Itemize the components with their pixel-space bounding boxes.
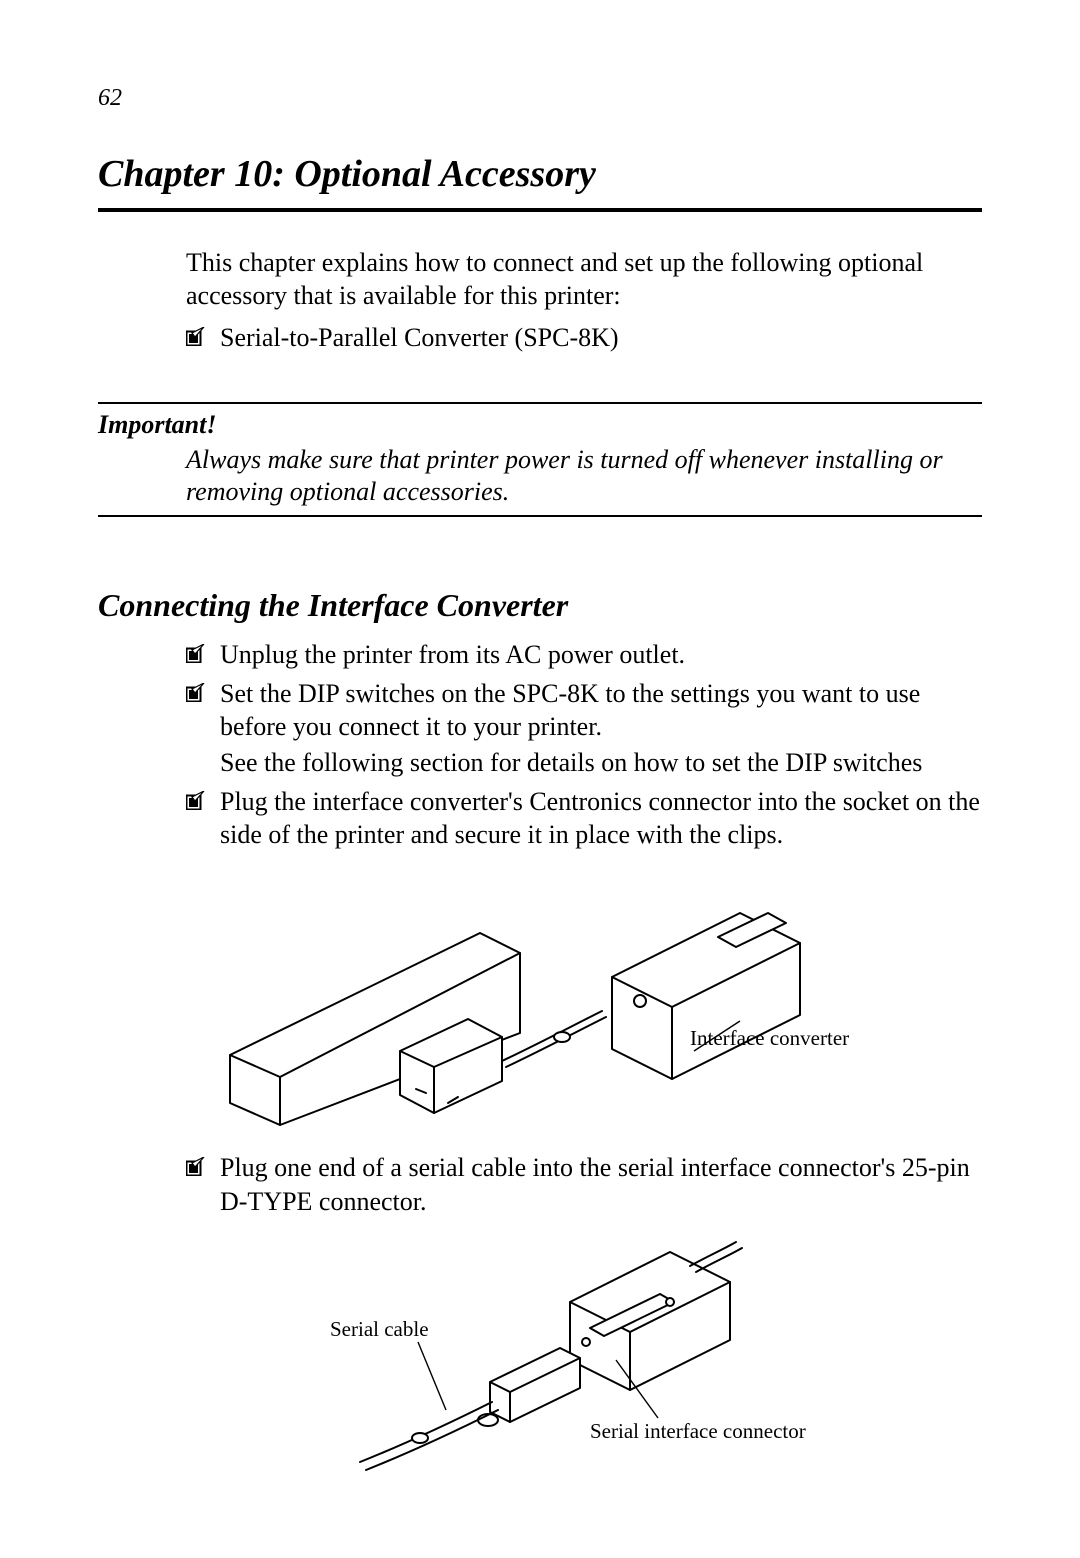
step-text: Plug one end of a serial cable into the … <box>220 1151 982 1218</box>
intro-bullet: Serial-to-Parallel Converter (SPC-8K) <box>186 321 982 354</box>
step-subtext: See the following section for details on… <box>220 746 982 779</box>
checkbox-bullet-icon <box>186 683 208 702</box>
step-text: Unplug the printer from its AC power out… <box>220 638 982 671</box>
intro-bullet-text: Serial-to-Parallel Converter (SPC-8K) <box>220 321 982 354</box>
figure-interface-converter: Interface converter <box>98 865 982 1135</box>
figure2-label-cable: Serial cable <box>330 1317 429 1341</box>
important-label: Important! <box>98 410 982 440</box>
important-callout: Important! Always make sure that printer… <box>98 402 982 517</box>
step-text: Set the DIP switches on the SPC-8K to th… <box>220 677 982 744</box>
intro-paragraph: This chapter explains how to connect and… <box>186 246 982 313</box>
document-page: 62 Chapter 10: Optional Accessory This c… <box>0 0 1080 1558</box>
figure2-label-connector: Serial interface connector <box>590 1419 806 1443</box>
checkbox-bullet-icon <box>186 791 208 810</box>
checkbox-bullet-icon <box>186 327 208 346</box>
chapter-title: Chapter 10: Optional Accessory <box>98 152 982 212</box>
step-item: Unplug the printer from its AC power out… <box>186 638 982 671</box>
step-text: Plug the interface converter's Centronic… <box>220 785 982 852</box>
interface-converter-illustration: Interface converter <box>220 865 860 1135</box>
checkbox-bullet-icon <box>186 644 208 663</box>
important-text: Always make sure that printer power is t… <box>186 444 982 509</box>
step-item: Plug the interface converter's Centronic… <box>186 785 982 852</box>
step-item: Set the DIP switches on the SPC-8K to th… <box>186 677 982 744</box>
steps-list: Unplug the printer from its AC power out… <box>98 638 982 1482</box>
step-item: Plug one end of a serial cable into the … <box>186 1151 982 1218</box>
figure-serial-cable: Serial cable Serial interface connector <box>98 1232 982 1482</box>
figure1-label: Interface converter <box>690 1026 849 1050</box>
serial-cable-illustration: Serial cable Serial interface connector <box>260 1232 820 1482</box>
page-number: 62 <box>98 85 982 112</box>
section-title: Connecting the Interface Converter <box>98 587 982 624</box>
checkbox-bullet-icon <box>186 1157 208 1176</box>
